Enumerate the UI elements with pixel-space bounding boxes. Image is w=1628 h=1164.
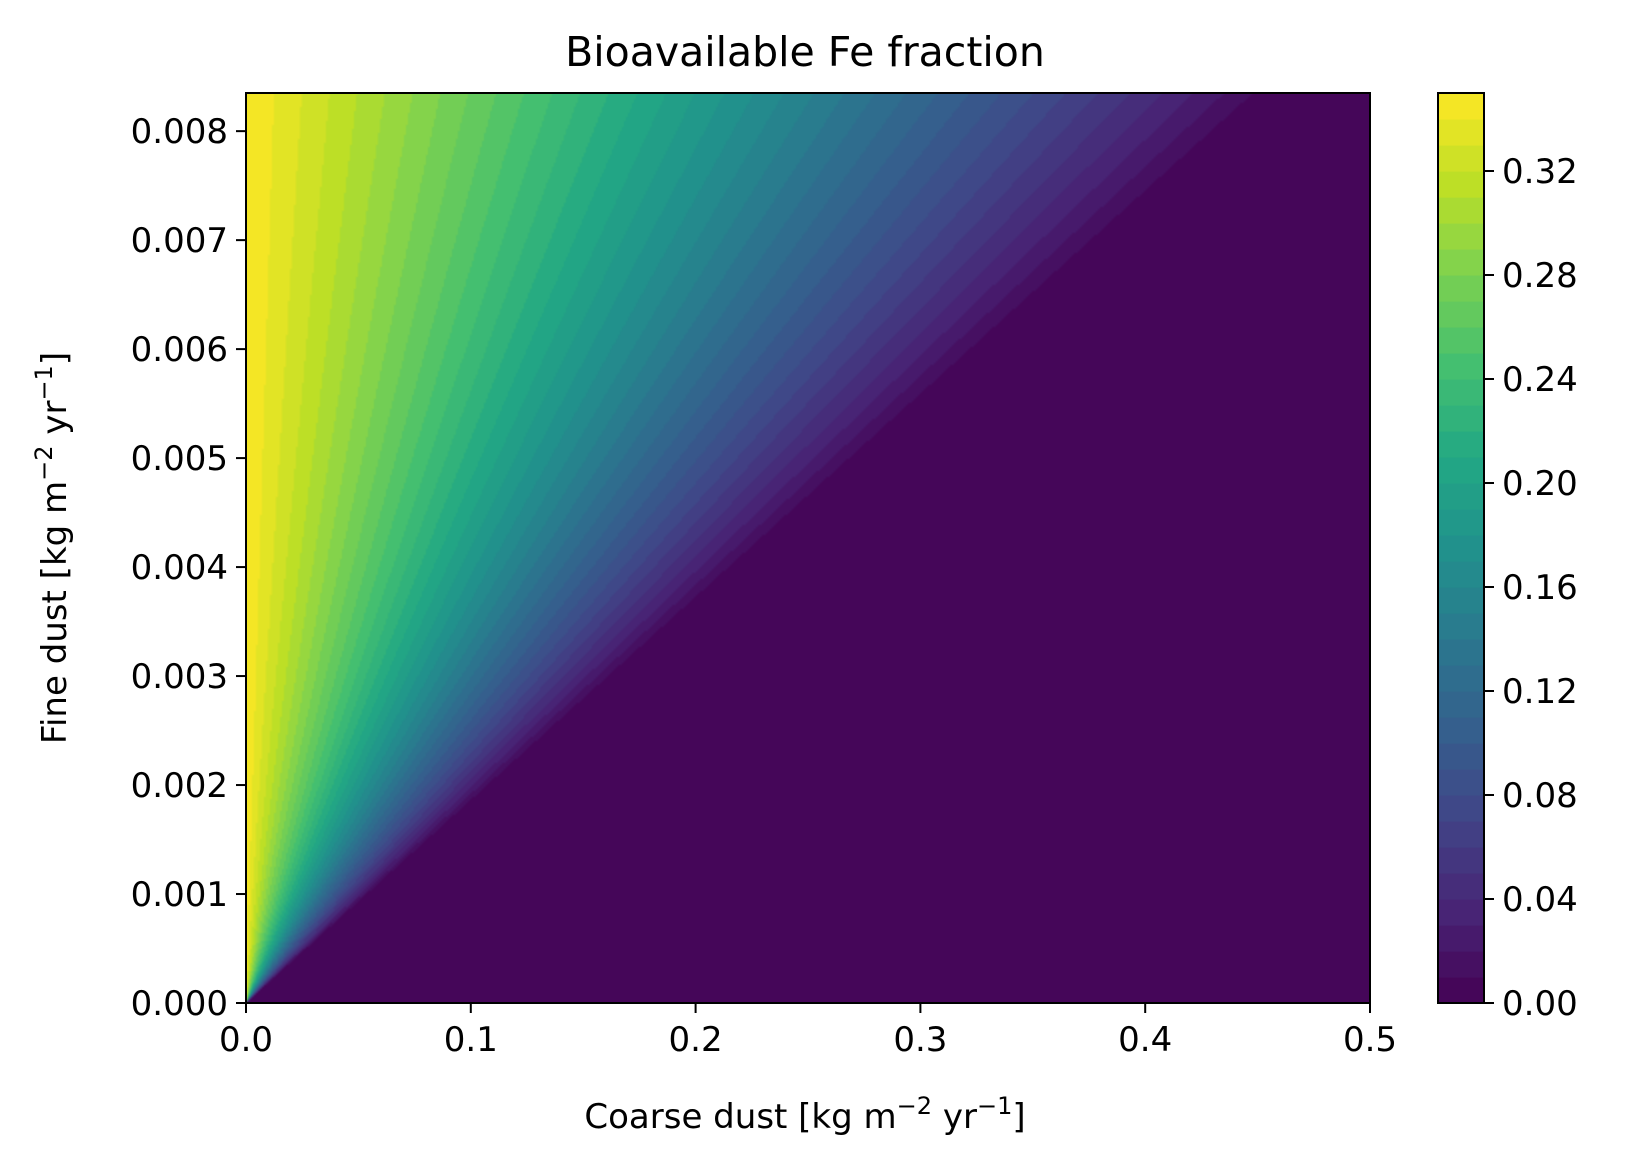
- colorbar-band: [1438, 171, 1484, 198]
- colorbar-band: [1438, 691, 1484, 718]
- colorbar-band: [1438, 509, 1484, 536]
- x-tick-label: 0.1: [444, 1020, 498, 1060]
- colorbar-tick-label: 0.08: [1502, 776, 1578, 816]
- chart-title: Bioavailable Fe fraction: [565, 28, 1045, 76]
- y-tick-label: 0.003: [131, 657, 228, 697]
- colorbar-band: [1438, 119, 1484, 146]
- y-tick-label: 0.007: [131, 221, 228, 261]
- colorbar-band: [1438, 275, 1484, 302]
- y-tick-label: 0.006: [131, 330, 228, 370]
- colorbar-band: [1438, 301, 1484, 328]
- colorbar-band: [1438, 561, 1484, 588]
- y-tick-label: 0.002: [131, 766, 228, 806]
- colorbar-band: [1438, 431, 1484, 458]
- colorbar-band: [1438, 197, 1484, 224]
- colorbar-band: [1438, 379, 1484, 406]
- colorbar-band: [1438, 925, 1484, 952]
- colorbar-band: [1438, 717, 1484, 744]
- x-axis-label: Coarse dust [kg m−2 yr−1]: [584, 1092, 1025, 1137]
- colorbar-band: [1438, 405, 1484, 432]
- x-tick-label: 0.2: [669, 1020, 723, 1060]
- colorbar-tick-label: 0.32: [1502, 152, 1578, 192]
- colorbar-tick-label: 0.28: [1502, 256, 1578, 296]
- y-axis-label: Fine dust [kg m−2 yr−1]: [30, 352, 75, 744]
- colorbar-band: [1438, 847, 1484, 874]
- colorbar-tick-label: 0.20: [1502, 464, 1578, 504]
- x-tick-label: 0.0: [219, 1020, 273, 1060]
- colorbar-band: [1438, 327, 1484, 354]
- colorbar-band: [1438, 665, 1484, 692]
- colorbar-band: [1438, 587, 1484, 614]
- colorbar-band: [1438, 769, 1484, 796]
- colorbar-axis: 0.00 0.04 0.08 0.12 0.16 0.20 0.24 0.28 0.32: [1484, 152, 1578, 1024]
- y-tick-label: 0.005: [131, 439, 228, 479]
- colorbar-band: [1438, 483, 1484, 510]
- colorbar-tick-label: 0.16: [1502, 568, 1578, 608]
- y-tick-label: 0.001: [131, 875, 228, 915]
- y-axis: 0.000 0.001 0.002 0.003 0.004 0.005 0.006 0.007…: [131, 112, 246, 1024]
- colorbar-band: [1438, 535, 1484, 562]
- colorbar-band: [1438, 743, 1484, 770]
- y-tick-label: 0.008: [131, 112, 228, 152]
- x-tick-label: 0.4: [1118, 1020, 1172, 1060]
- plot-frame: [245, 92, 1371, 1004]
- colorbar-band: [1438, 353, 1484, 380]
- colorbar-band: [1438, 951, 1484, 978]
- colorbar-band: [1438, 457, 1484, 484]
- colorbar-band: [1438, 145, 1484, 172]
- colorbar-tick-label: 0.12: [1502, 672, 1578, 712]
- colorbar: [1438, 93, 1484, 1004]
- colorbar-band: [1438, 613, 1484, 640]
- colorbar-tick-label: 0.04: [1502, 880, 1578, 920]
- heatmap-field: [246, 93, 1370, 1003]
- colorbar-band: [1438, 899, 1484, 926]
- colorbar-tick-label: 0.00: [1502, 984, 1578, 1024]
- colorbar-frame: [1437, 92, 1485, 1004]
- y-tick-label: 0.000: [131, 984, 228, 1024]
- y-tick-label: 0.004: [131, 548, 228, 588]
- colorbar-band: [1438, 821, 1484, 848]
- colorbar-band: [1438, 223, 1484, 250]
- x-axis: 0.0 0.1 0.2 0.3 0.4 0.5: [219, 1003, 1397, 1060]
- colorbar-band: [1438, 249, 1484, 276]
- colorbar-band: [1438, 873, 1484, 900]
- colorbar-band: [1438, 639, 1484, 666]
- colorbar-band: [1438, 795, 1484, 822]
- colorbar-tick-label: 0.24: [1502, 360, 1578, 400]
- colorbar-band: [1438, 977, 1484, 1004]
- x-tick-label: 0.3: [893, 1020, 947, 1060]
- colorbar-band: [1438, 93, 1484, 120]
- x-tick-label: 0.5: [1343, 1020, 1397, 1060]
